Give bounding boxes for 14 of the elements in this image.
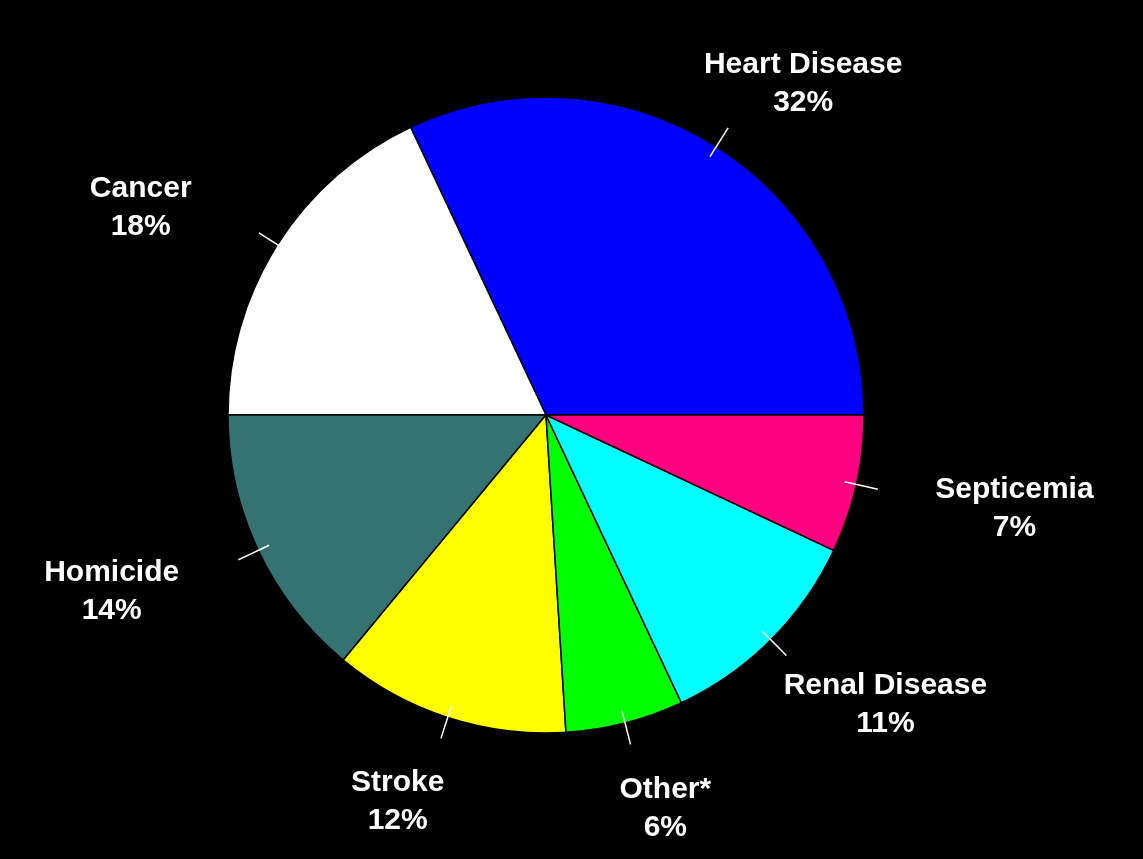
- slice-label: Septicemia: [935, 471, 1094, 505]
- data-label: 32%: [773, 84, 834, 118]
- slice-label: Other*: [619, 771, 712, 805]
- data-label: 14%: [81, 592, 142, 626]
- slice-label: Cancer: [89, 169, 192, 203]
- slice-label: Heart Disease: [703, 46, 903, 80]
- slice-label: Homicide: [44, 554, 180, 588]
- data-label: 6%: [643, 809, 688, 843]
- slice-label: Stroke: [350, 764, 445, 798]
- data-label: 7%: [992, 509, 1037, 543]
- slice-label: Renal Disease: [783, 666, 988, 700]
- data-label: 18%: [110, 207, 171, 241]
- data-label: 11%: [856, 704, 915, 738]
- data-label: 12%: [367, 802, 428, 836]
